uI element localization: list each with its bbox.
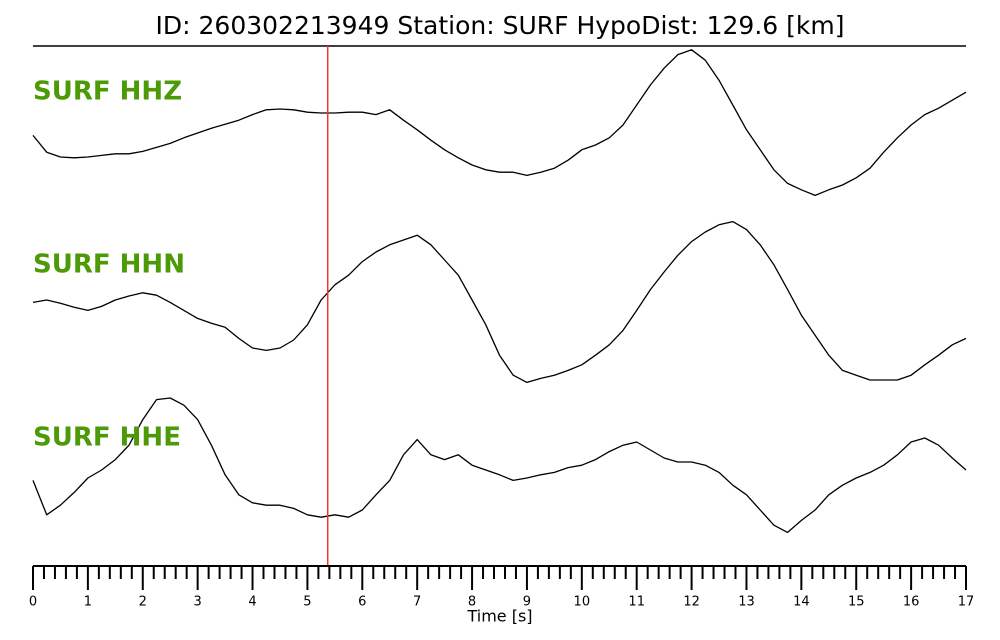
x-tick-label: 2 <box>139 595 147 610</box>
x-tick-label: 17 <box>958 595 975 610</box>
x-tick-label: 10 <box>574 595 591 610</box>
trace <box>32 49 967 197</box>
x-tick-label: 0 <box>29 595 37 610</box>
x-tick-label: 9 <box>523 595 531 610</box>
x-tick-label: 1 <box>84 595 92 610</box>
x-tick-label: 15 <box>848 595 865 610</box>
x-tick-label: 12 <box>683 595 700 610</box>
x-tick-label: 14 <box>793 595 810 610</box>
x-tick-label: 11 <box>628 595 645 610</box>
x-tick-label: 5 <box>303 595 311 610</box>
chart-title: ID: 260302213949 Station: SURF HypoDist:… <box>156 11 845 40</box>
trace-label: SURF HHN <box>33 250 185 280</box>
x-tick-label: 16 <box>903 595 920 610</box>
x-tick-label: 3 <box>194 595 202 610</box>
trace <box>32 397 967 534</box>
x-tick-label: 13 <box>738 595 755 610</box>
x-tick-label: 4 <box>248 595 256 610</box>
x-axis-label: Time [s] <box>466 607 532 626</box>
trace-label: SURF HHZ <box>33 77 182 107</box>
trace-label: SURF HHE <box>33 423 181 453</box>
x-tick-label: 8 <box>468 595 476 610</box>
x-tick-label: 6 <box>358 595 366 610</box>
trace <box>32 220 967 384</box>
x-tick-label: 7 <box>413 595 421 610</box>
